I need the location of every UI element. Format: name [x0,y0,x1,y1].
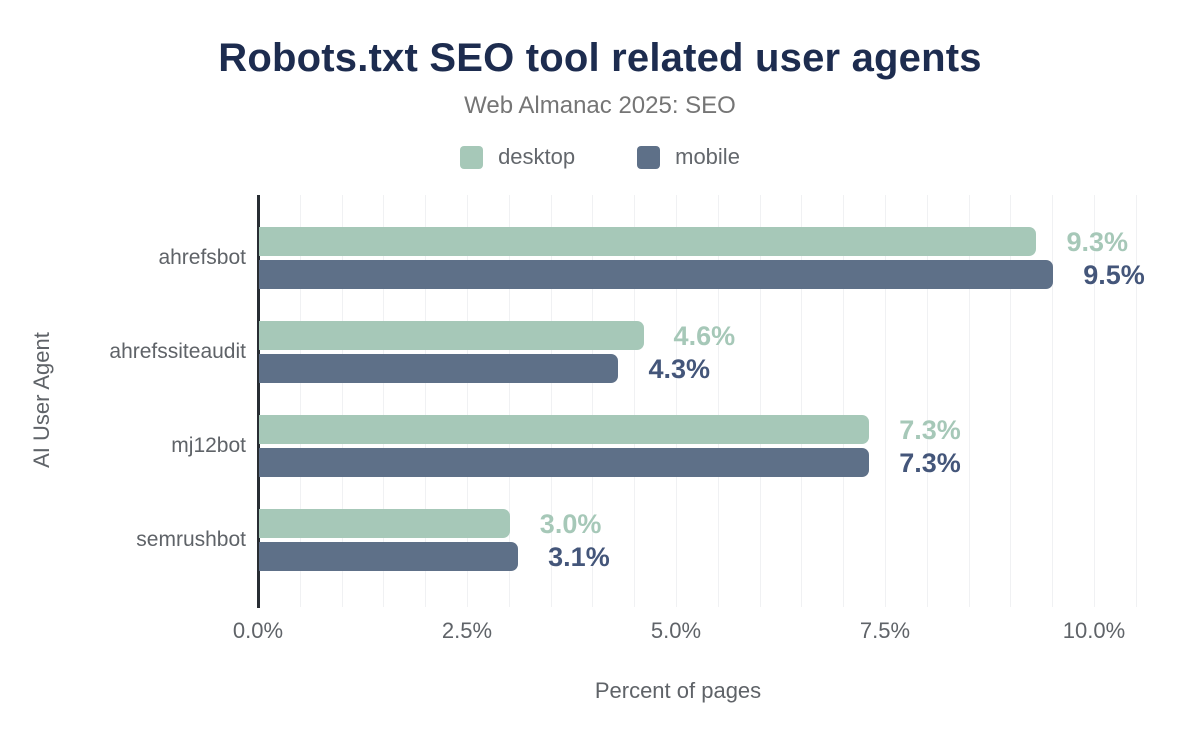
category-label-mj12bot: mj12bot [171,434,246,457]
value-label-mobile-mj12bot: 7.3% [899,447,961,478]
y-axis-title: AI User Agent [29,332,54,468]
bar-mobile-ahrefssiteaudit [259,354,619,383]
x-tick-10.0%: 10.0% [1062,618,1126,643]
gridline [592,195,594,607]
chart-subtitle: Web Almanac 2025: SEO [464,92,736,119]
category-label-ahrefsbot: ahrefsbot [158,246,246,269]
gridline [1094,195,1095,607]
value-label-desktop-ahrefssiteaudit: 4.6% [673,320,736,351]
gridline [1052,195,1054,607]
gridline [759,195,761,607]
gridline [425,195,427,607]
gridline [717,195,719,607]
mobile-swatch-icon [637,145,661,169]
value-label-mobile-ahrefsbot: 9.5% [1083,259,1145,290]
gridline [341,195,343,607]
gridline [676,195,677,607]
gridline [843,195,845,607]
gridline [634,195,636,607]
y-axis-line [257,195,260,608]
value-label-desktop-ahrefsbot: 9.3% [1066,226,1129,257]
legend-label-mobile: mobile [675,144,740,169]
gridline [801,195,803,607]
x-tick-2.5%: 2.5% [441,618,493,643]
x-tick-0.0%: 0.0% [232,618,284,643]
value-label-desktop-mj12bot: 7.3% [899,414,961,445]
chart-title: Robots.txt SEO tool related user agents [218,36,982,80]
value-label-mobile-semrushbot: 3.1% [548,541,610,572]
desktop-swatch-icon [460,145,484,169]
bar-mobile-ahrefsbot [259,260,1054,289]
gridline [885,195,886,607]
x-tick-7.5%: 7.5% [859,618,911,643]
legend-item-mobile: mobile [637,144,740,170]
legend-label-desktop: desktop [498,144,576,169]
value-label-desktop-semrushbot: 3.0% [539,508,602,539]
bar-desktop-semrushbot [259,509,510,538]
bar-desktop-ahrefsbot [259,227,1037,256]
category-label-ahrefssiteaudit: ahrefssiteaudit [109,340,246,363]
legend: desktop mobile [0,144,1200,170]
bar-desktop-mj12bot [259,415,870,444]
gridline [299,195,301,607]
legend-item-desktop: desktop [460,144,575,170]
gridline [550,195,552,607]
value-label-mobile-ahrefssiteaudit: 4.3% [648,353,711,384]
x-tick-5.0%: 5.0% [650,618,702,643]
bar-mobile-semrushbot [259,542,519,571]
category-label-semrushbot: semrushbot [136,528,246,551]
gridline [383,195,385,607]
gridline [1010,195,1012,607]
x-axis-title: Percent of pages [594,678,762,703]
gridline [926,195,928,607]
bar-desktop-ahrefssiteaudit [259,321,644,350]
gridline [1135,195,1137,607]
bar-mobile-mj12bot [259,448,870,477]
gridline [467,195,468,607]
gridline [968,195,970,607]
gridline [508,195,510,607]
